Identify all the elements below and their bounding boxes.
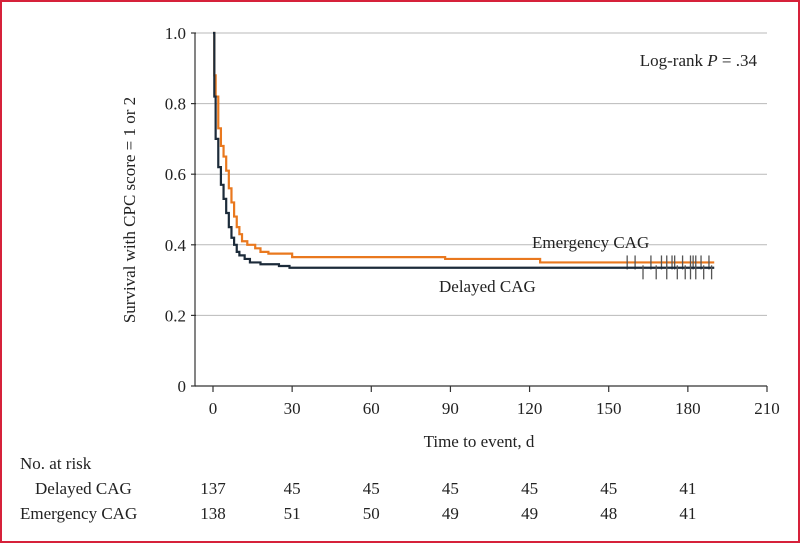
risk-value: 138 bbox=[200, 504, 226, 523]
x-tick-label: 60 bbox=[363, 399, 380, 418]
grid-layer bbox=[195, 32, 767, 316]
log-rank-annotation: Log-rank P = .34 bbox=[640, 51, 758, 70]
risk-value: 49 bbox=[442, 504, 459, 523]
y-tick-label: 0.8 bbox=[165, 95, 186, 114]
axes-layer: 0 0.2 0.4 0.6 0.8 1.0 0 30 60 90 120 150 180 210 bbox=[165, 24, 780, 418]
risk-row-label-delayed: Delayed CAG bbox=[35, 479, 132, 498]
x-axis-title: Time to event, d bbox=[424, 432, 535, 451]
risk-value: 41 bbox=[679, 504, 696, 523]
x-tick-label: 150 bbox=[596, 399, 622, 418]
risk-table-header: No. at risk bbox=[20, 454, 92, 473]
y-tick-label: 1.0 bbox=[165, 24, 186, 43]
y-axis-title: Survival with CPC score = 1 or 2 bbox=[120, 97, 139, 323]
risk-value: 49 bbox=[521, 504, 538, 523]
y-tick-label: 0 bbox=[178, 377, 187, 396]
x-tick-label: 210 bbox=[754, 399, 780, 418]
risk-value: 48 bbox=[600, 504, 617, 523]
risk-value: 41 bbox=[679, 479, 696, 498]
x-tick-label: 120 bbox=[517, 399, 543, 418]
risk-value: 45 bbox=[442, 479, 459, 498]
series-label-delayed: Delayed CAG bbox=[439, 277, 536, 296]
risk-value: 45 bbox=[284, 479, 301, 498]
x-tick-label: 180 bbox=[675, 399, 701, 418]
series-label-emergency: Emergency CAG bbox=[532, 233, 649, 252]
risk-value: 45 bbox=[363, 479, 380, 498]
risk-values-layer: 137 45 45 45 45 45 41 138 51 50 49 49 48 41 bbox=[200, 479, 696, 523]
y-tick-label: 0.4 bbox=[165, 236, 187, 255]
x-tick-label: 30 bbox=[284, 399, 301, 418]
x-tick-label: 0 bbox=[209, 399, 218, 418]
y-tick-label: 0.2 bbox=[165, 306, 186, 325]
km-curve-emergency-cag bbox=[213, 31, 715, 264]
x-tick-label: 90 bbox=[442, 399, 459, 418]
risk-row-label-emergency: Emergency CAG bbox=[20, 504, 137, 523]
risk-value: 45 bbox=[521, 479, 538, 498]
risk-value: 51 bbox=[284, 504, 301, 523]
series-layer bbox=[213, 31, 715, 280]
risk-value: 137 bbox=[200, 479, 226, 498]
y-tick-label: 0.6 bbox=[165, 165, 186, 184]
risk-value: 45 bbox=[600, 479, 617, 498]
km-curve-delayed-cag bbox=[213, 31, 715, 269]
risk-value: 50 bbox=[363, 504, 380, 523]
